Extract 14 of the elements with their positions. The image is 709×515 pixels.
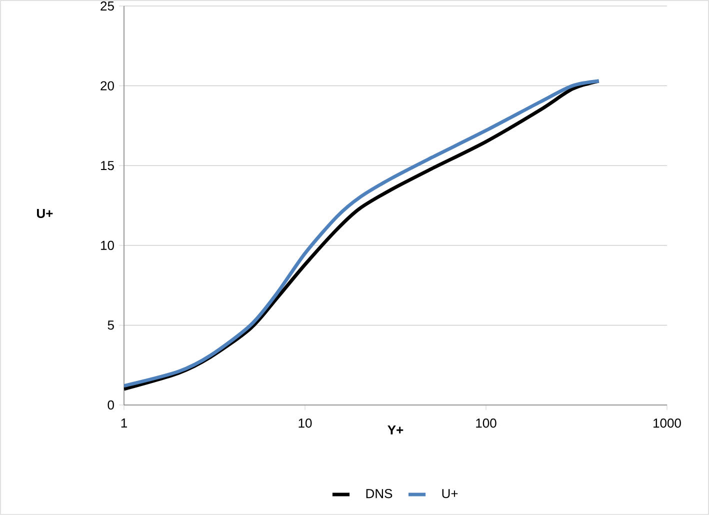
y-tick-label: 0	[108, 400, 114, 410]
y-tick-label: 20	[100, 81, 114, 90]
legend-label: DNS	[366, 488, 392, 498]
x-tick-label: 1	[121, 418, 127, 428]
y-tick-label: 25	[100, 1, 114, 11]
x-tick-label: 10	[298, 418, 312, 428]
x-axis-title: Y+	[388, 425, 404, 434]
x-tick-label: 100	[476, 418, 496, 428]
y-tick-label: 15	[101, 161, 114, 170]
legend-label: U+	[442, 489, 458, 498]
y-tick-label: 10	[101, 240, 114, 250]
x-tick-label: 1000	[654, 418, 681, 428]
y-tick-label: 5	[108, 320, 114, 330]
y-axis-title: U+	[37, 208, 53, 218]
